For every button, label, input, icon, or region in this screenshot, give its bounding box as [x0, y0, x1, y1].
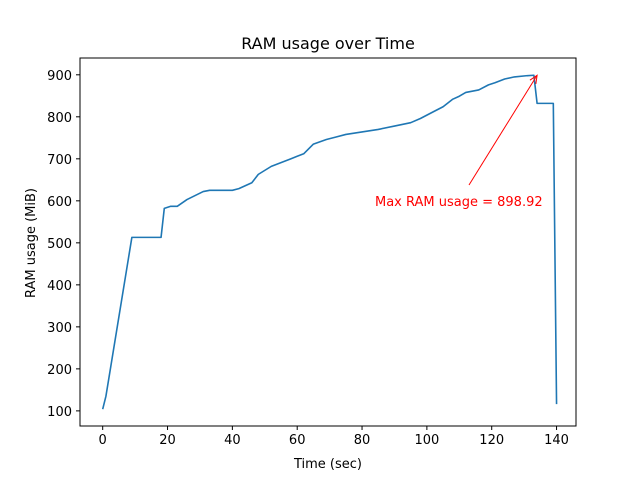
x-tick-label: 100 [414, 433, 439, 448]
x-tick-label: 120 [479, 433, 504, 448]
y-tick-label: 300 [47, 321, 72, 336]
chart-title: RAM usage over Time [241, 34, 415, 53]
y-tick-label: 800 [47, 111, 72, 126]
y-tick-label: 500 [47, 237, 72, 252]
x-tick-label: 60 [289, 433, 306, 448]
y-tick-label: 100 [47, 405, 72, 420]
plot-area: Max RAM usage = 898.92 0 20 40 60 80 100 120 140… [47, 57, 577, 448]
annotation-arrow-shaft [468, 74, 538, 186]
x-tick-label: 40 [224, 433, 241, 448]
annotation-label: Max RAM usage = 898.92 [375, 195, 543, 210]
y-tick-label: 900 [47, 69, 72, 84]
x-tick-label: 20 [159, 433, 176, 448]
y-tick-label: 200 [47, 363, 72, 378]
x-axis-label: Time (sec) [293, 457, 362, 472]
annotation-arrow-head [529, 74, 538, 84]
x-tick-label: 140 [544, 433, 569, 448]
series-line-0 [101, 74, 558, 410]
y-tick-label: 400 [47, 279, 72, 294]
y-tick-label: 600 [47, 195, 72, 210]
y-axis-label: RAM usage (MiB) [24, 188, 39, 298]
axes-frame [79, 57, 577, 427]
y-tick-label: 700 [47, 153, 72, 168]
x-tick-label: 0 [99, 433, 107, 448]
x-tick-label: 80 [354, 433, 371, 448]
